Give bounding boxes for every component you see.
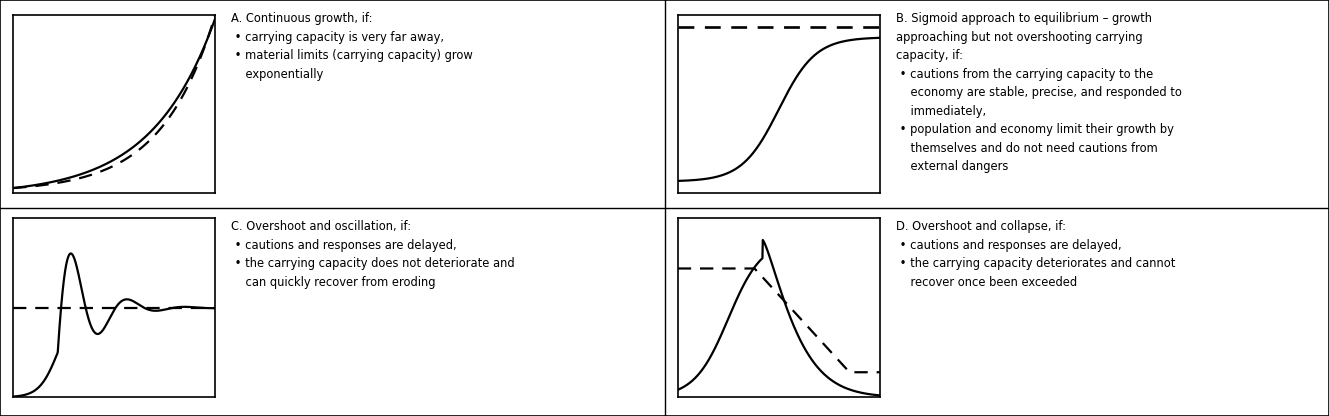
Text: D. Overshoot and collapse, if:
 • cautions and responses are delayed,
 • the car: D. Overshoot and collapse, if: • caution… [896, 220, 1175, 289]
Text: A. Continuous growth, if:
 • carrying capacity is very far away,
 • material lim: A. Continuous growth, if: • carrying cap… [231, 12, 473, 81]
Text: B. Sigmoid approach to equilibrium – growth
approaching but not overshooting car: B. Sigmoid approach to equilibrium – gro… [896, 12, 1181, 173]
Text: C. Overshoot and oscillation, if:
 • cautions and responses are delayed,
 • the : C. Overshoot and oscillation, if: • caut… [231, 220, 514, 289]
